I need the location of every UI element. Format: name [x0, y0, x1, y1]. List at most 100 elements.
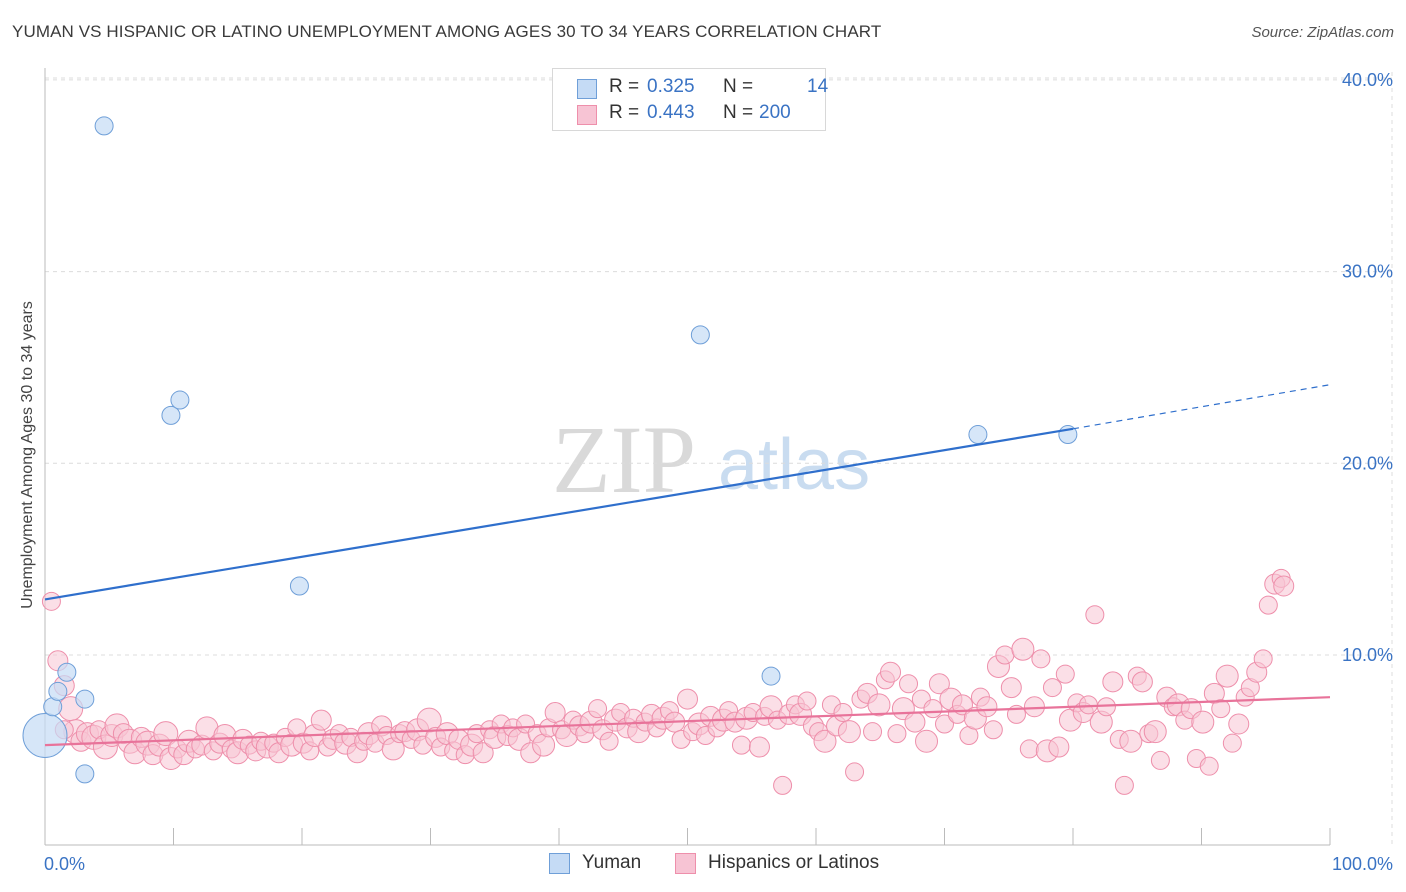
yuman-point — [968, 425, 988, 445]
x-tick-label-min: 0.0% — [44, 854, 85, 874]
legend-r-value: 0.443 — [647, 102, 695, 123]
hispanic-point — [1150, 750, 1170, 770]
hispanic-point — [1114, 775, 1134, 795]
hispanic-point — [677, 688, 698, 710]
legend-r-label: R = — [609, 102, 640, 123]
hispanic-point — [1253, 649, 1273, 669]
hispanic-point — [904, 711, 926, 733]
y-tick-label: 30.0% — [1342, 262, 1393, 282]
tick-labels: 10.0% 20.0% 30.0% 40.0% 0.0% 100.0% — [44, 70, 1393, 874]
hispanic-point — [797, 691, 817, 711]
hispanic-point — [1023, 696, 1045, 718]
hispanic-point — [472, 742, 494, 764]
hispanic-point — [599, 731, 619, 751]
bottom-legend-label-hispanic: Hispanics or Latinos — [708, 852, 880, 873]
watermark: ZIP atlas — [552, 406, 870, 513]
hispanic-point — [731, 735, 751, 755]
y-tick-label: 40.0% — [1342, 70, 1393, 90]
legend-n-value: 200 — [759, 102, 791, 123]
hispanic-point — [532, 733, 556, 757]
legend-n-value: 14 — [807, 76, 829, 97]
correlation-legend: R = 0.325 N = 14 R = 0.443 N = 200 — [552, 68, 829, 131]
yuman-point — [48, 681, 68, 701]
hispanic-trend-line — [44, 696, 1331, 747]
yuman-trend-extension — [1072, 384, 1331, 430]
hispanic-point — [837, 720, 861, 744]
watermark-atlas: atlas — [718, 425, 870, 505]
legend-swatch-hispanic — [577, 105, 597, 125]
hispanic-point — [845, 762, 865, 782]
x-tick-label-max: 100.0% — [1332, 854, 1393, 874]
yuman-point — [22, 713, 68, 759]
hispanic-point — [1031, 649, 1051, 669]
yuman-point — [289, 576, 309, 596]
hispanic-point — [833, 703, 853, 723]
source-label: Source: ZipAtlas.com — [1251, 24, 1394, 41]
hispanic-point — [1000, 677, 1022, 699]
hispanic-point — [867, 693, 891, 717]
hispanic-point — [588, 699, 608, 719]
hispanic-point — [1211, 699, 1231, 719]
hispanic-point — [813, 729, 837, 753]
yuman-point — [170, 390, 190, 410]
legend-r-value: 0.325 — [647, 76, 695, 97]
hispanic-point — [983, 720, 1003, 740]
hispanic-point — [976, 696, 998, 718]
yuman-point — [761, 666, 781, 686]
yuman-point — [690, 325, 710, 345]
hispanic-point — [1215, 664, 1239, 688]
hispanic-point — [1199, 756, 1219, 776]
bottom-legend-swatch-hispanic — [675, 853, 696, 874]
hispanic-point — [915, 729, 939, 753]
hispanic-point — [1258, 595, 1278, 615]
hispanic-point — [1102, 671, 1124, 693]
hispanic-point — [1131, 671, 1153, 693]
hispanic-point — [935, 714, 954, 734]
hispanic-point — [41, 591, 61, 611]
hispanic-point — [1143, 720, 1167, 744]
watermark-zip: ZIP — [552, 406, 696, 513]
legend-n-label: N = — [723, 76, 754, 97]
legend-r-label: R = — [609, 76, 640, 97]
hispanic-point — [928, 673, 950, 695]
hispanic-point — [923, 699, 943, 719]
yuman-point — [57, 662, 77, 682]
hispanic-point — [1011, 637, 1035, 661]
hispanic-point — [1273, 575, 1295, 597]
hispanic-point — [1048, 736, 1070, 758]
hispanic-point — [1191, 710, 1215, 734]
hispanic-point — [544, 702, 566, 724]
hispanic-point — [1078, 695, 1098, 715]
yuman-point — [75, 689, 95, 709]
bottom-legend-swatch-yuman — [549, 853, 570, 874]
y-tick-label: 10.0% — [1342, 645, 1393, 665]
yuman-series-points — [22, 116, 1078, 784]
hispanic-point — [995, 645, 1015, 665]
legend-swatch-yuman — [577, 79, 597, 99]
yuman-trend-line — [44, 427, 1074, 601]
hispanic-point — [1228, 713, 1250, 735]
grid-lines — [45, 72, 1393, 845]
yuman-point — [161, 405, 181, 425]
trend-lines — [44, 384, 1331, 747]
bottom-legend-label-yuman: Yuman — [582, 852, 642, 873]
hispanic-point — [1085, 605, 1105, 625]
yuman-point — [75, 764, 95, 784]
hispanic-point — [310, 709, 332, 731]
hispanic-point — [899, 674, 919, 694]
hispanic-series-points — [41, 568, 1295, 795]
chart-title: YUMAN VS HISPANIC OR LATINO UNEMPLOYMENT… — [12, 22, 882, 41]
hispanic-point — [748, 736, 770, 758]
yuman-point — [94, 116, 114, 136]
hispanic-point — [1222, 733, 1242, 753]
hispanic-point — [887, 724, 907, 744]
hispanic-point — [1055, 664, 1075, 684]
hispanic-point — [880, 661, 902, 683]
hispanic-point — [1019, 739, 1039, 759]
hispanic-point — [863, 722, 883, 742]
hispanic-point — [1119, 729, 1143, 753]
y-tick-label: 20.0% — [1342, 453, 1393, 473]
legend-n-label: N = — [723, 102, 754, 123]
hispanic-point — [773, 775, 793, 795]
